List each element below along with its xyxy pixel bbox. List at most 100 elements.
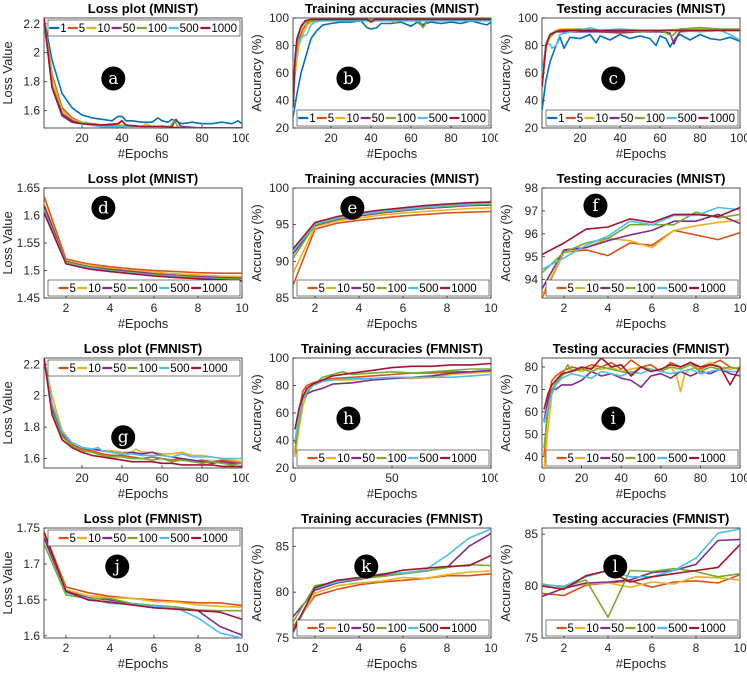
y-axis-label: Accuracy (%): [249, 204, 264, 281]
x-tick-label: 40: [613, 131, 627, 145]
legend-label: 5: [319, 453, 325, 465]
chart-panel-d: Loss plot (MNIST) 2 4 6 8 10 1.45 1.5 1.55 1.6 1.6…: [0, 170, 249, 340]
legend-item-100: 100: [625, 453, 656, 465]
legend-item-5: 5: [58, 533, 76, 545]
legend-label: 50: [362, 283, 375, 295]
legend-label: 5: [568, 283, 574, 295]
x-tick-label: 60: [654, 471, 668, 485]
legend: 1 5 10 50 100 500 1000: [47, 19, 241, 37]
x-tick-label: 80: [693, 131, 707, 145]
y-tick-label: 60: [276, 66, 290, 80]
legend-label: 50: [362, 453, 375, 465]
chart-title: Loss plot (FMNIST): [84, 511, 202, 526]
legend-item-500: 500: [168, 23, 199, 35]
y-tick-label: 80: [276, 585, 290, 599]
legend-label: 10: [586, 623, 599, 635]
legend-label: 10: [586, 283, 599, 295]
series-line-10: [44, 203, 242, 278]
legend-label: 100: [388, 453, 407, 465]
x-tick-label: 0: [539, 471, 546, 485]
legend-label: 10: [337, 283, 350, 295]
x-axis-label: #Epochs: [118, 146, 169, 161]
y-tick-label: 1.65: [17, 181, 41, 195]
legend-label: 100: [148, 23, 167, 35]
chart-title: Loss plot (MNIST): [88, 1, 199, 16]
y-tick-label: 60: [276, 406, 290, 420]
chart-c: Testing accuracies (MNIST) 20 40 60 80 100 20 4…: [498, 1, 747, 161]
chart-title: Loss plot (FMNIST): [84, 341, 202, 356]
y-tick-label: 70: [525, 382, 539, 396]
legend-item-10: 10: [575, 453, 599, 465]
y-axis-label: Accuracy (%): [249, 544, 264, 621]
series-line-1: [293, 19, 491, 118]
y-tick-label: 1.65: [17, 593, 41, 607]
x-axis-label: #Epochs: [367, 146, 418, 161]
series-line-1000: [293, 201, 491, 250]
y-tick-label: 40: [276, 94, 290, 108]
chart-panel-b: Training accuracies (MNIST) 20 40 60 80 100 20…: [249, 0, 498, 170]
legend-label: 5: [319, 623, 325, 635]
panel-badge-label: e: [347, 198, 357, 218]
panel-badge-k: k: [354, 554, 379, 579]
x-axis-label: #Epochs: [616, 316, 667, 331]
legend-label: 50: [113, 363, 126, 375]
legend: 5 10 50 100 500 1000: [47, 529, 241, 547]
legend-label: 1000: [700, 283, 726, 295]
legend-label: 50: [123, 23, 136, 35]
legend-label: 50: [113, 533, 126, 545]
legend-label: 100: [388, 283, 407, 295]
legend-item-5: 5: [556, 623, 574, 635]
legend-item-5: 5: [67, 23, 85, 35]
y-tick-label: 100: [269, 11, 289, 25]
legend-label: 5: [70, 283, 76, 295]
panel-badge-f: f: [583, 193, 608, 218]
legend-item-500: 500: [417, 113, 448, 125]
legend-item-1000: 1000: [191, 283, 228, 295]
panel-badge-label: l: [613, 557, 618, 577]
x-tick-label: 20: [324, 131, 338, 145]
legend-label: 50: [621, 113, 634, 125]
x-tick-label: 60: [155, 471, 169, 485]
series-line-5: [293, 210, 491, 286]
legend-label: 500: [170, 363, 189, 375]
legend-item-10: 10: [326, 623, 350, 635]
legend-label: 500: [180, 23, 199, 35]
legend-label: 50: [611, 623, 624, 635]
legend-label: 50: [372, 113, 385, 125]
legend-item-1000: 1000: [200, 23, 237, 35]
legend-label: 50: [113, 283, 126, 295]
legend-item-5: 5: [58, 283, 76, 295]
legend-item-5: 5: [565, 113, 583, 125]
legend-label: 5: [568, 453, 574, 465]
legend-label: 500: [170, 283, 189, 295]
legend-label: 100: [646, 113, 665, 125]
x-tick-label: 8: [693, 641, 700, 655]
legend-label: 500: [419, 623, 438, 635]
legend-item-500: 500: [657, 283, 687, 295]
series-line-500: [294, 373, 491, 441]
y-tick-label: 1.7: [23, 557, 40, 571]
x-tick-label: 6: [151, 301, 158, 315]
panel-badge-label: b: [343, 69, 354, 89]
x-tick-label: 8: [444, 641, 451, 655]
x-tick-label: 40: [115, 131, 129, 145]
legend-item-100: 100: [625, 283, 656, 295]
panel-badge-b: b: [336, 66, 361, 91]
y-tick-label: 2.2: [23, 17, 40, 31]
series-line-500: [543, 368, 740, 424]
panel-badge-label: g: [118, 428, 129, 448]
legend-item-500: 500: [657, 623, 687, 635]
legend: 5 10 50 100 500 1000: [47, 279, 241, 297]
y-tick-label: 94: [525, 273, 539, 287]
x-tick-label: 10: [733, 301, 747, 315]
legend-item-100: 100: [376, 623, 407, 635]
chart-title: Training accuracies (MNIST): [305, 1, 479, 16]
y-tick-label: 97: [525, 204, 539, 218]
legend-item-500: 500: [408, 283, 438, 295]
chart-title: Testing accuracies (FMNIST): [553, 341, 730, 356]
y-tick-label: 40: [525, 450, 539, 464]
legend-label: 500: [419, 283, 438, 295]
x-axis-label: #Epochs: [118, 316, 169, 331]
x-tick-label: 60: [404, 131, 418, 145]
chart-panel-l: Testing accuracies (FMNIST) 2 4 6 8 10 75 80 85 #…: [498, 510, 747, 683]
